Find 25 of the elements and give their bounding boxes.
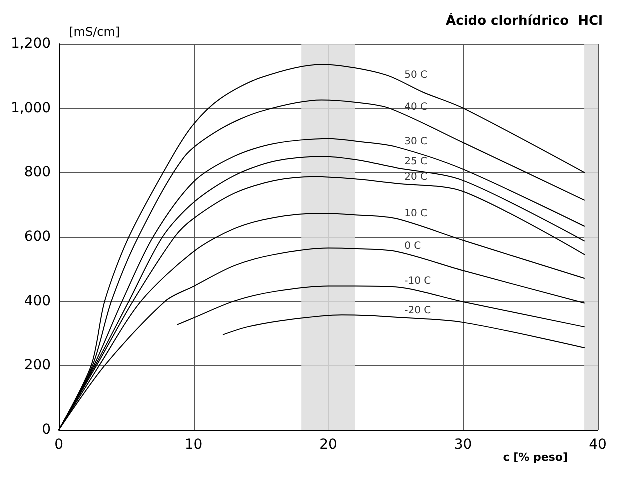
series-label: -20 C: [404, 305, 432, 316]
chart-title: Ácido clorhídrico HCl: [446, 12, 604, 29]
series-label: 30 C: [404, 136, 428, 148]
y-tick-label: 0: [42, 422, 52, 438]
y-tick-label: 600: [24, 229, 52, 245]
y-tick-label: 800: [24, 164, 52, 181]
line-series: [222, 314, 586, 348]
x-tick-label: 20: [320, 437, 338, 453]
x-tick-label: 10: [184, 437, 203, 453]
y-tick-label: 200: [24, 358, 52, 374]
x-tick-label: 30: [454, 437, 472, 453]
line-series: [177, 286, 586, 328]
y-tick-label: 1,000: [10, 100, 52, 116]
series-label: 10 C: [404, 208, 428, 220]
y-tick-label: 400: [24, 293, 52, 310]
y-axis-title: [mS/cm]: [69, 25, 120, 39]
y-tick-label: 1,200: [10, 36, 52, 52]
x-tick-label: 40: [589, 437, 607, 453]
series-label: 50 C: [404, 70, 428, 82]
x-axis-title: c [% peso]: [503, 451, 568, 464]
x-tick-label: 0: [54, 437, 64, 453]
series-label: 25 C: [404, 156, 428, 168]
series-label: 20 C: [404, 172, 428, 183]
series-label: 0 C: [404, 240, 422, 252]
series-label: -10 C: [404, 276, 432, 288]
